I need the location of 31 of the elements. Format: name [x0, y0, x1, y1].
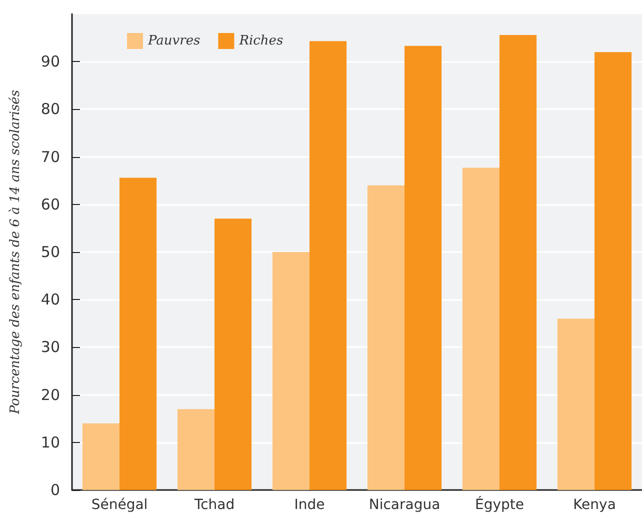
bar [557, 318, 594, 490]
bar [272, 252, 310, 490]
y-tick-label: 30 [40, 338, 60, 356]
bar [82, 423, 120, 490]
y-axis-title: Pourcentage des enfants de 6 à 14 ans scolarisés [8, 90, 23, 416]
y-tick-label: 60 [40, 195, 60, 214]
y-tick-label: 80 [40, 100, 60, 118]
bar [310, 41, 347, 490]
y-tick-label: 70 [40, 148, 60, 166]
x-tick-label: Kenya [573, 497, 616, 513]
y-tick-label: 40 [40, 290, 60, 309]
x-tick-label: Inde [294, 497, 325, 513]
bar [214, 218, 252, 490]
bar [462, 168, 500, 490]
y-tick-label: 90 [40, 52, 60, 71]
bar [367, 185, 404, 490]
bar [120, 178, 157, 490]
y-tick-label: 10 [40, 433, 60, 452]
y-tick-label: 50 [40, 243, 60, 261]
legend-label: Pauvres [147, 34, 201, 48]
bar [404, 46, 442, 490]
y-tick-label: 0 [50, 481, 60, 499]
x-tick-label: Sénégal [91, 497, 148, 513]
x-tick-label: Égypte [474, 496, 524, 513]
legend-label: Riches [238, 34, 284, 48]
x-tick-label: Tchad [193, 497, 235, 513]
bar [177, 409, 214, 490]
y-tick-label: 20 [40, 386, 60, 404]
bar [594, 52, 632, 490]
bar [500, 34, 537, 490]
x-tick-label: Nicaragua [368, 497, 440, 513]
